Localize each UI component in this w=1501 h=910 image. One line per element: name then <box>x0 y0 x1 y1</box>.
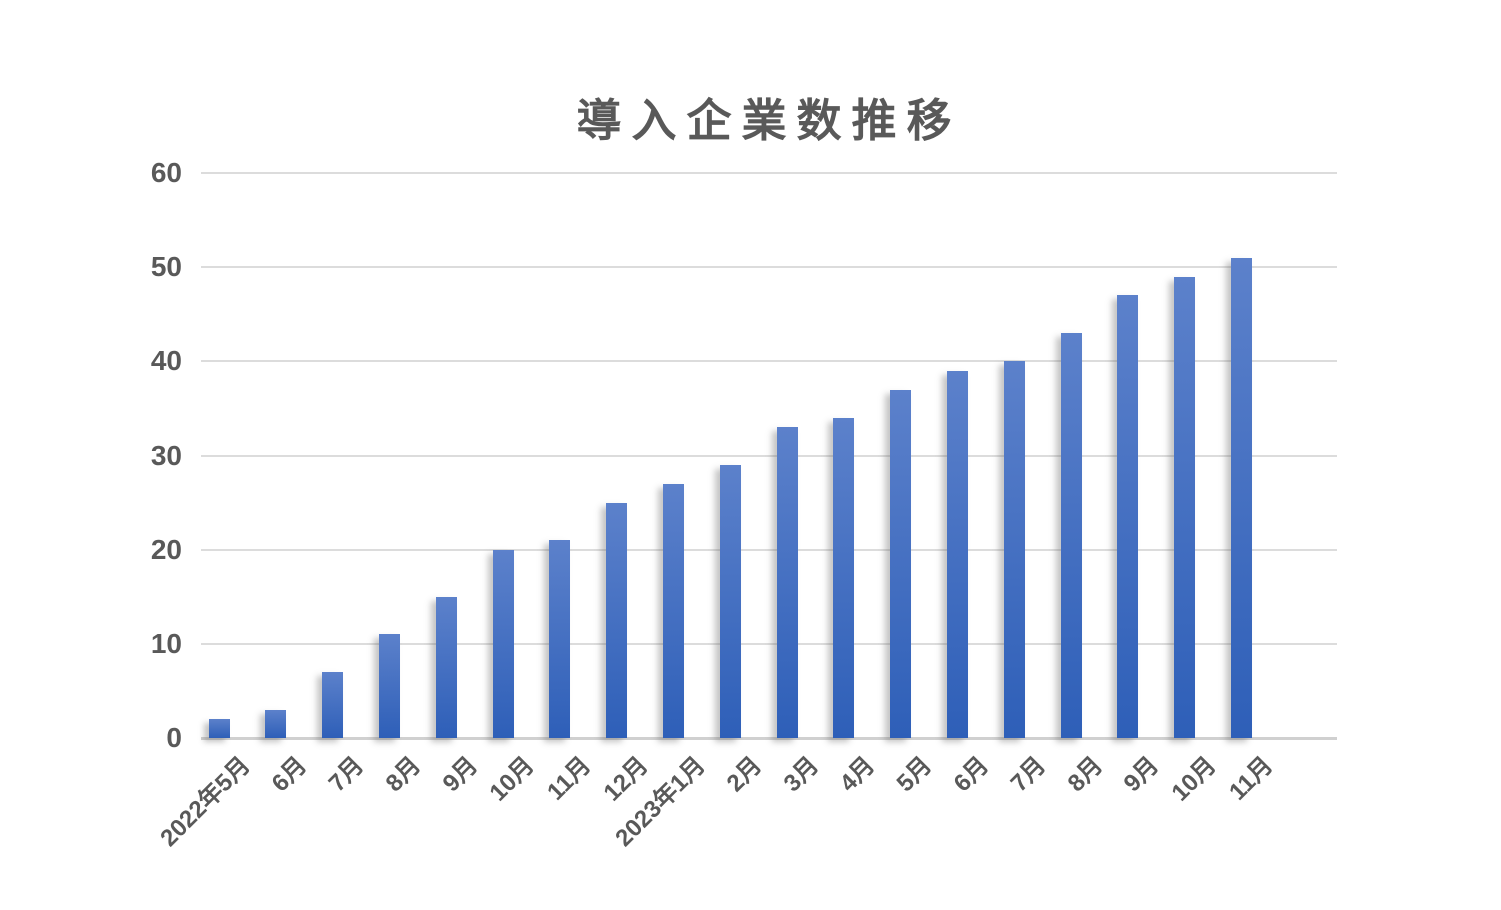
y-axis-tick-label: 30 <box>150 439 182 471</box>
x-axis-tick-label: 8月 <box>1062 751 1108 798</box>
y-axis-tick-label: 60 <box>150 157 182 188</box>
bar <box>1174 276 1196 738</box>
bar <box>549 540 571 738</box>
bar <box>1117 295 1139 738</box>
x-axis-tick-label: 6月 <box>267 751 313 798</box>
x-axis-tick-label: 6月 <box>948 751 995 798</box>
bar <box>322 672 344 738</box>
x-axis-tick-label: 7月 <box>1005 751 1052 798</box>
bar <box>833 417 855 738</box>
x-axis-tick-label: 10月 <box>1166 751 1222 807</box>
y-axis-tick-label: 10 <box>150 627 182 659</box>
bar <box>435 596 457 738</box>
bar <box>776 427 798 738</box>
gridline <box>201 548 1337 551</box>
bar <box>946 370 968 738</box>
x-axis-tick-label: 3月 <box>778 751 824 798</box>
gridline <box>201 172 1337 174</box>
bar <box>890 389 912 738</box>
y-axis-tick-label: 20 <box>150 533 182 565</box>
x-axis-tick-label: 2月 <box>721 751 768 798</box>
x-axis-tick-label: 2022年5月 <box>155 751 256 852</box>
bar <box>378 634 400 738</box>
bar <box>662 483 684 738</box>
y-axis-tick-label: 40 <box>150 345 182 377</box>
y-axis-tick-label: 0 <box>166 722 182 753</box>
gridline <box>201 266 1337 269</box>
x-axis-tick-label: 11月 <box>542 751 597 806</box>
y-axis-tick-label: 50 <box>150 251 182 283</box>
gridline <box>201 454 1337 457</box>
bar <box>492 549 514 738</box>
bar <box>265 709 287 738</box>
bar <box>1003 361 1025 738</box>
gridline <box>201 360 1337 363</box>
bar <box>1060 333 1082 738</box>
x-axis-tick-label: 8月 <box>380 751 427 798</box>
gridline <box>201 642 1337 645</box>
x-axis-tick-label: 9月 <box>437 751 484 798</box>
chart-title: 導入企業数推移 <box>576 95 962 146</box>
bar <box>719 464 741 738</box>
x-axis-tick-label: 7月 <box>323 751 370 798</box>
x-axis-tick-label: 10月 <box>484 751 540 807</box>
x-axis-tick-label: 4月 <box>835 751 881 798</box>
x-axis-tick-label: 11月 <box>1224 751 1279 806</box>
x-axis-tick-label: 5月 <box>891 751 938 798</box>
bar <box>1230 257 1252 738</box>
x-axis-line <box>201 737 1337 740</box>
x-axis-tick-label: 9月 <box>1119 751 1165 798</box>
bar <box>606 502 628 738</box>
bar <box>208 719 230 738</box>
